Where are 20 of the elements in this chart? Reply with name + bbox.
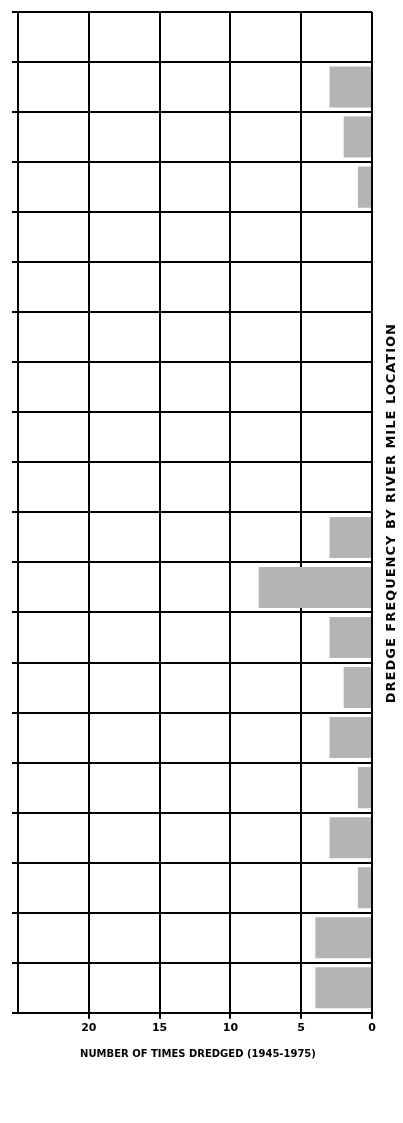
bar (329, 817, 371, 859)
bar (315, 917, 371, 959)
bar (343, 667, 371, 709)
bar (357, 166, 371, 208)
bar (343, 116, 371, 158)
bar (357, 867, 371, 909)
x-tick-label: 0 (368, 1021, 377, 1035)
bar (357, 767, 371, 809)
bar (329, 66, 371, 108)
bar (329, 616, 371, 659)
x-tick-label: 5 (297, 1021, 306, 1035)
x-tick-label: 10 (222, 1021, 239, 1035)
x-tick-label: 15 (151, 1021, 168, 1035)
x-axis-title: NUMBER OF TIMES DREDGED (1945-1975) (79, 1048, 317, 1059)
bar (329, 717, 371, 759)
bar (315, 967, 371, 1009)
bar (258, 566, 371, 608)
x-tick-label: 20 (81, 1021, 97, 1035)
text: DREDGE FREQUENCY BY RIVER MILE LOCATION (382, 322, 398, 704)
bar (329, 516, 371, 558)
